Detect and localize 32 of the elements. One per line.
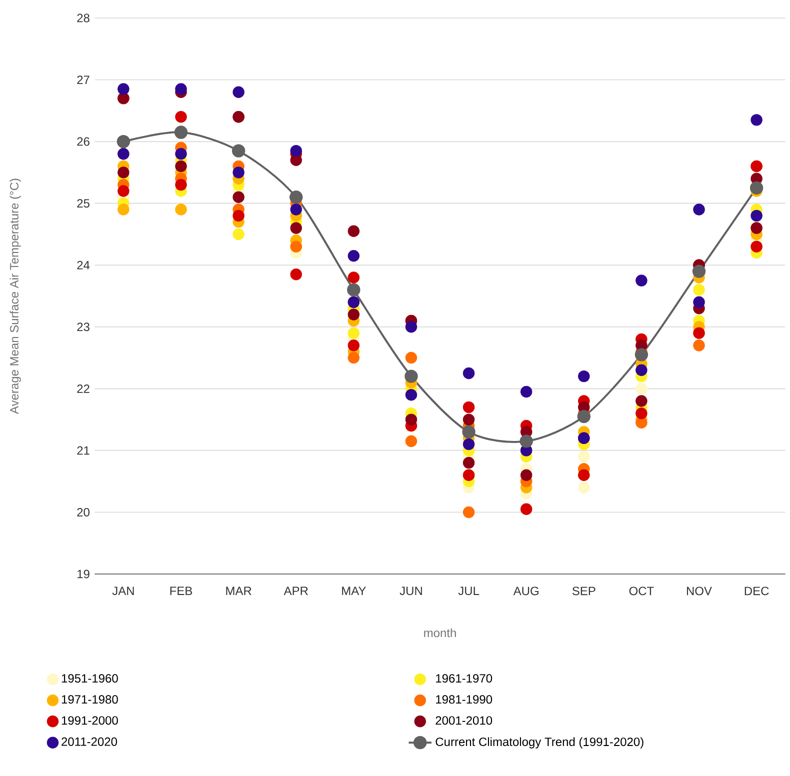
x-tick-label: SEP <box>572 586 596 596</box>
legend-label: 1951-1960 <box>62 674 118 683</box>
x-tick-label: MAY <box>342 586 366 595</box>
x-tick-label: DEC <box>744 586 769 596</box>
x-tick-label: FEB <box>170 586 192 595</box>
legend-label: 1981-1990 <box>436 695 492 704</box>
y-tick-label: 24 <box>77 260 90 270</box>
y-tick-label: 21 <box>77 446 90 455</box>
x-tick-label: MAR <box>226 586 252 595</box>
y-tick-label: 19 <box>78 570 90 578</box>
legend-label: Current Climatology Trend (1991-2020) <box>436 737 644 748</box>
x-axis-title: month <box>424 628 456 638</box>
y-tick-label: 23 <box>77 322 90 332</box>
x-tick-label: NOV <box>686 586 712 596</box>
y-tick-label: 20 <box>77 508 90 516</box>
x-tick-label: JUN <box>400 586 422 596</box>
x-tick-label: APR <box>284 586 308 595</box>
legend-label: 1961-1970 <box>436 674 492 683</box>
legend-label: 2011-2020 <box>62 737 118 746</box>
x-tick-label: JUL <box>458 586 480 596</box>
y-tick-label: 22 <box>77 384 90 393</box>
legend-label: 1971-1980 <box>62 695 118 704</box>
x-tick-label: JAN <box>112 586 134 596</box>
y-tick-label: 25 <box>77 199 90 208</box>
legend-label: 1991-2000 <box>62 716 118 725</box>
y-tick-label: 26 <box>77 137 90 146</box>
y-tick-label: 27 <box>77 76 90 84</box>
x-tick-label: AUG <box>513 586 538 596</box>
legend-label: 2001-2010 <box>436 716 492 725</box>
y-tick-label: 28 <box>77 14 90 22</box>
y-axis-title: Average Mean Surface Air Temperature (°C) <box>10 178 21 414</box>
x-tick-label: OCT <box>629 586 654 596</box>
